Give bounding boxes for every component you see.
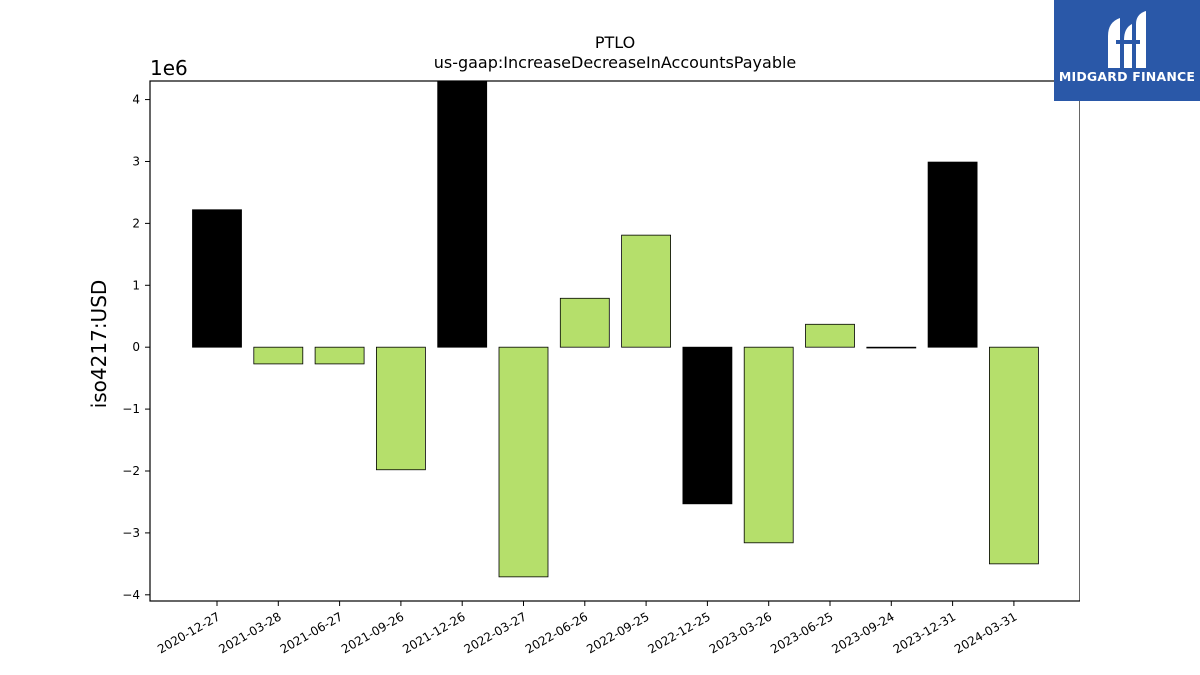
y-tick-label: −1 [122,402,140,416]
x-tick-label: 2023-12-31 [891,609,958,656]
bars-group [192,80,1039,578]
x-tick-label: 2021-12-26 [400,609,467,656]
bar-2023-12-31 [927,161,978,348]
chart-title: PTLO [595,33,635,52]
midgard-finance-logo: MIDGARD FINANCE [1054,0,1200,101]
x-tick-label: 2021-03-28 [216,609,283,656]
y-tick-label: 0 [132,340,140,354]
x-tick-label: 2022-03-27 [462,609,529,656]
bar-2023-06-25 [805,323,855,348]
y-tick-label: −2 [122,464,140,478]
bar-2023-03-26 [743,346,794,544]
x-tick-label: 2023-03-26 [707,609,774,656]
axis-offset-label: 1e6 [150,56,188,80]
bar-2021-06-27 [314,346,365,365]
x-tick-label: 2022-06-26 [523,609,590,656]
bar-chart: PTLO us-gaap:IncreaseDecreaseInAccountsP… [87,33,1080,656]
bar-2024-03-31 [989,346,1039,565]
chart-subtitle: us-gaap:IncreaseDecreaseInAccountsPayabl… [434,53,797,72]
bar-2020-12-27 [192,209,242,348]
x-tick-label: 2022-12-25 [645,609,712,656]
y-tick-label: 3 [132,154,140,168]
bar-2021-03-28 [253,346,304,365]
y-tick-label: 1 [132,278,140,292]
x-tick-label: 2020-12-27 [155,609,222,656]
y-ticks-group: −4 −3 −2 −1 0 1 2 3 4 [122,93,150,602]
bar-2021-12-26 [437,80,488,348]
midgard-mark-icon [1108,11,1146,68]
bar-2022-12-25 [682,346,733,505]
x-ticks-group: 2020-12-272021-03-282021-06-272021-09-26… [155,601,1019,656]
x-tick-label: 2023-06-25 [768,609,835,656]
x-tick-label: 2022-09-25 [584,609,651,656]
x-tick-label: 2024-03-31 [952,609,1019,656]
bar-2022-09-25 [621,234,671,348]
logo-text: MIDGARD FINANCE [1058,69,1196,84]
y-tick-label: 4 [132,93,140,107]
x-tick-label: 2021-09-26 [339,609,406,656]
y-tick-label: −4 [122,588,140,602]
x-tick-label: 2021-06-27 [278,609,345,656]
bar-2022-06-26 [559,297,610,348]
y-axis-label: iso4217:USD [87,280,111,409]
plot-frame [149,80,1080,602]
y-tick-label: −3 [122,526,140,540]
y-tick-label: 2 [132,216,140,230]
bar-2023-09-24 [866,346,917,349]
bar-2022-03-27 [498,346,549,578]
x-tick-label: 2023-09-24 [829,609,896,656]
bar-2021-09-26 [375,346,426,471]
